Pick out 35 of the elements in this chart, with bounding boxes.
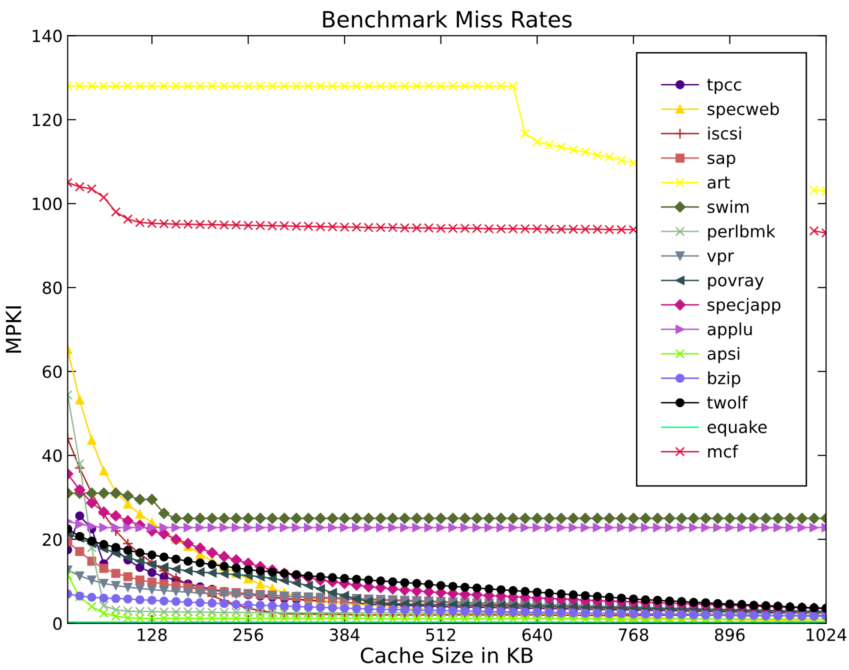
legend-label: specweb <box>708 102 779 118</box>
y-tick-label: 100 <box>32 198 62 210</box>
legend-label: apsi <box>708 346 740 364</box>
y-tick-label: 40 <box>42 449 62 462</box>
y-tick-label: 140 <box>32 30 62 42</box>
legend-label: equake <box>708 420 767 436</box>
legend-label: vpr <box>707 252 734 266</box>
x-tick-label: 640 <box>522 628 552 642</box>
legend-label: swim <box>708 200 748 214</box>
legend-label: art <box>708 176 730 189</box>
legend-label: iscsi <box>708 126 741 140</box>
x-tick-label: 768 <box>618 628 648 642</box>
legend-label: applu <box>708 322 752 339</box>
y-tick-label: 80 <box>42 282 62 294</box>
legend-label: twolf <box>707 396 748 409</box>
x-tick-label: 512 <box>426 628 456 642</box>
y-tick-label: 0 <box>53 617 62 630</box>
x-tick-label: 256 <box>234 628 264 642</box>
legend-label: perlbmk <box>708 224 776 241</box>
x-tick-label: 896 <box>714 628 745 642</box>
x-tick-label: 128 <box>138 628 167 642</box>
y-axis-title: MPKI <box>6 306 22 353</box>
legend-label: povray <box>708 276 764 290</box>
legend-label: tpcc <box>707 78 742 94</box>
y-tick-label: 60 <box>42 365 62 378</box>
legend-label: sap <box>708 154 736 168</box>
x-tick-label: 1024 <box>806 628 846 642</box>
chart-title: Benchmark Miss Rates <box>323 10 572 28</box>
legend-label: bzip <box>708 371 740 388</box>
y-tick-label: 120 <box>32 114 62 126</box>
legend-label: mcf <box>708 444 738 458</box>
x-tick-label: 384 <box>330 628 360 642</box>
legend-label: specjapp <box>708 298 780 314</box>
x-axis-title: Cache Size in KB <box>360 647 533 664</box>
y-tick-label: 20 <box>42 533 62 546</box>
